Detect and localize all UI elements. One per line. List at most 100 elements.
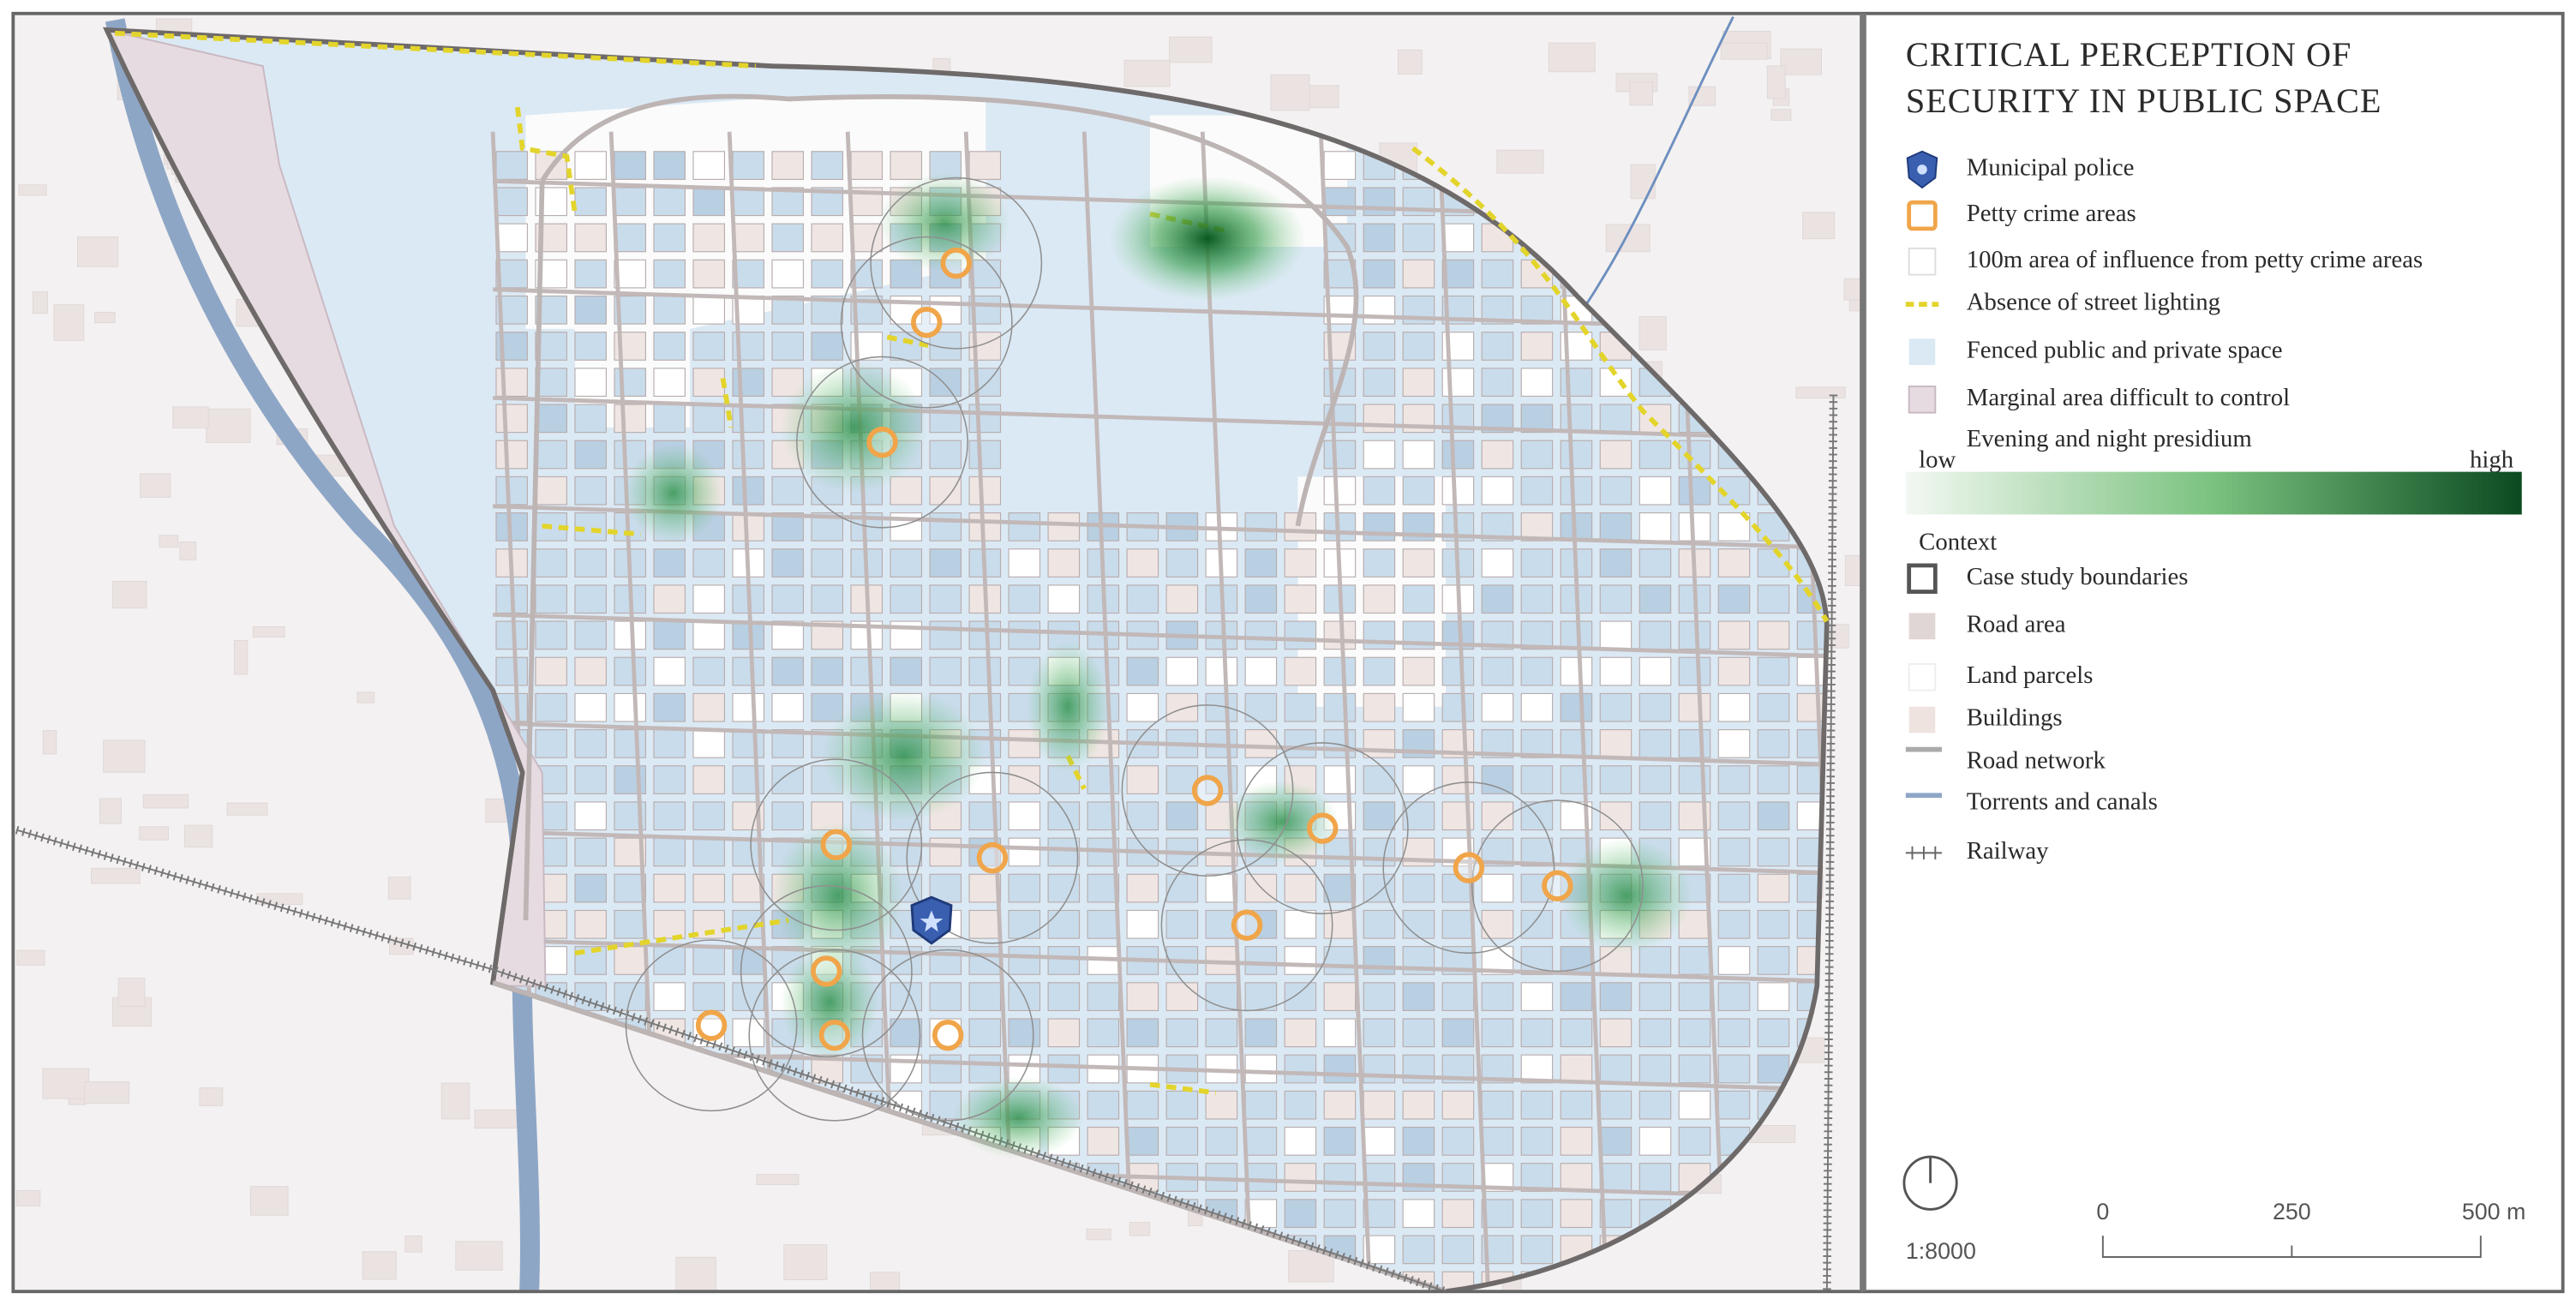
context-building xyxy=(53,304,85,341)
block xyxy=(1363,946,1396,975)
context-building xyxy=(356,691,375,703)
crime-marker xyxy=(820,829,853,861)
context-building xyxy=(1844,554,1860,587)
crime-marker xyxy=(932,1019,964,1051)
block xyxy=(1441,909,1475,939)
block xyxy=(1678,440,1711,470)
block xyxy=(1008,620,1041,650)
block xyxy=(1717,982,1751,1012)
block xyxy=(1520,1018,1554,1048)
block xyxy=(692,404,726,434)
block xyxy=(535,440,567,470)
block xyxy=(1165,656,1199,686)
block xyxy=(1520,620,1554,650)
block xyxy=(495,187,528,217)
block xyxy=(1244,1163,1278,1192)
block xyxy=(1717,873,1751,903)
context-building xyxy=(1129,1222,1151,1236)
context-building xyxy=(226,802,268,816)
block xyxy=(968,404,1002,434)
block xyxy=(1323,1163,1357,1192)
legend-label: Marginal area difficult to control xyxy=(1967,384,2290,411)
block xyxy=(574,584,607,614)
block xyxy=(1757,873,1790,903)
block xyxy=(1363,295,1396,325)
block xyxy=(968,656,1002,686)
title-line: SECURITY IN PUBLIC SPACE xyxy=(1906,81,2382,120)
legend-label: Fenced public and private space xyxy=(1967,336,2283,363)
context-building xyxy=(184,824,213,848)
block xyxy=(929,1054,962,1084)
block xyxy=(574,620,607,650)
context-building xyxy=(1123,59,1171,87)
block xyxy=(1560,692,1593,722)
context-building xyxy=(91,867,141,884)
block xyxy=(1126,765,1159,794)
context-building xyxy=(42,1068,90,1099)
legend-label: Road area xyxy=(1967,610,2066,638)
context-building xyxy=(455,1241,503,1271)
block xyxy=(1047,946,1081,975)
block xyxy=(1638,440,1672,470)
block xyxy=(1520,1163,1554,1192)
scale-label: 500 m xyxy=(2462,1199,2526,1224)
scale-ratio: 1:8000 xyxy=(1906,1238,1976,1264)
block xyxy=(1323,512,1357,542)
block xyxy=(574,368,607,398)
block xyxy=(1402,223,1435,253)
context-building xyxy=(15,1189,41,1206)
block xyxy=(1363,692,1396,722)
heat-blob xyxy=(1027,641,1110,773)
fenced-icon xyxy=(1908,338,1936,366)
block xyxy=(1481,440,1514,470)
block xyxy=(1363,909,1396,939)
block xyxy=(1520,548,1554,578)
block xyxy=(1402,656,1435,686)
block xyxy=(1757,1018,1790,1048)
block xyxy=(1520,982,1554,1012)
block xyxy=(1717,548,1751,578)
block xyxy=(1757,909,1790,939)
block xyxy=(968,1018,1002,1048)
block xyxy=(1087,1126,1120,1156)
block xyxy=(692,729,726,758)
block xyxy=(1678,729,1711,758)
block xyxy=(692,584,726,614)
block xyxy=(1165,1090,1199,1120)
block xyxy=(1165,982,1199,1012)
crime-marker xyxy=(1453,852,1485,883)
block xyxy=(1638,1018,1672,1048)
case-study-boundary xyxy=(102,27,1830,1292)
context-building xyxy=(1766,65,1786,99)
block xyxy=(1757,656,1790,686)
police-icon xyxy=(1906,150,1938,189)
block xyxy=(771,729,805,758)
block xyxy=(1599,404,1632,434)
block xyxy=(890,548,923,578)
block xyxy=(1678,1090,1711,1120)
block xyxy=(1087,909,1120,939)
block xyxy=(1638,692,1672,722)
block xyxy=(1520,729,1554,758)
street xyxy=(1318,131,1373,1292)
block xyxy=(1363,837,1396,867)
block xyxy=(929,584,962,614)
block xyxy=(1599,1018,1632,1048)
block xyxy=(692,801,726,831)
block xyxy=(1757,982,1790,1012)
block xyxy=(692,873,726,903)
context-building xyxy=(1638,315,1667,350)
block xyxy=(1008,873,1041,903)
block xyxy=(968,476,1002,506)
block xyxy=(1284,620,1317,650)
heat-blob xyxy=(878,172,1011,272)
block xyxy=(1560,656,1593,686)
block xyxy=(1717,801,1751,831)
block xyxy=(929,548,962,578)
block xyxy=(1284,1018,1317,1048)
block xyxy=(1441,656,1475,686)
context-building xyxy=(117,978,146,1007)
heat-blob xyxy=(780,944,879,1060)
context-building xyxy=(111,580,147,608)
